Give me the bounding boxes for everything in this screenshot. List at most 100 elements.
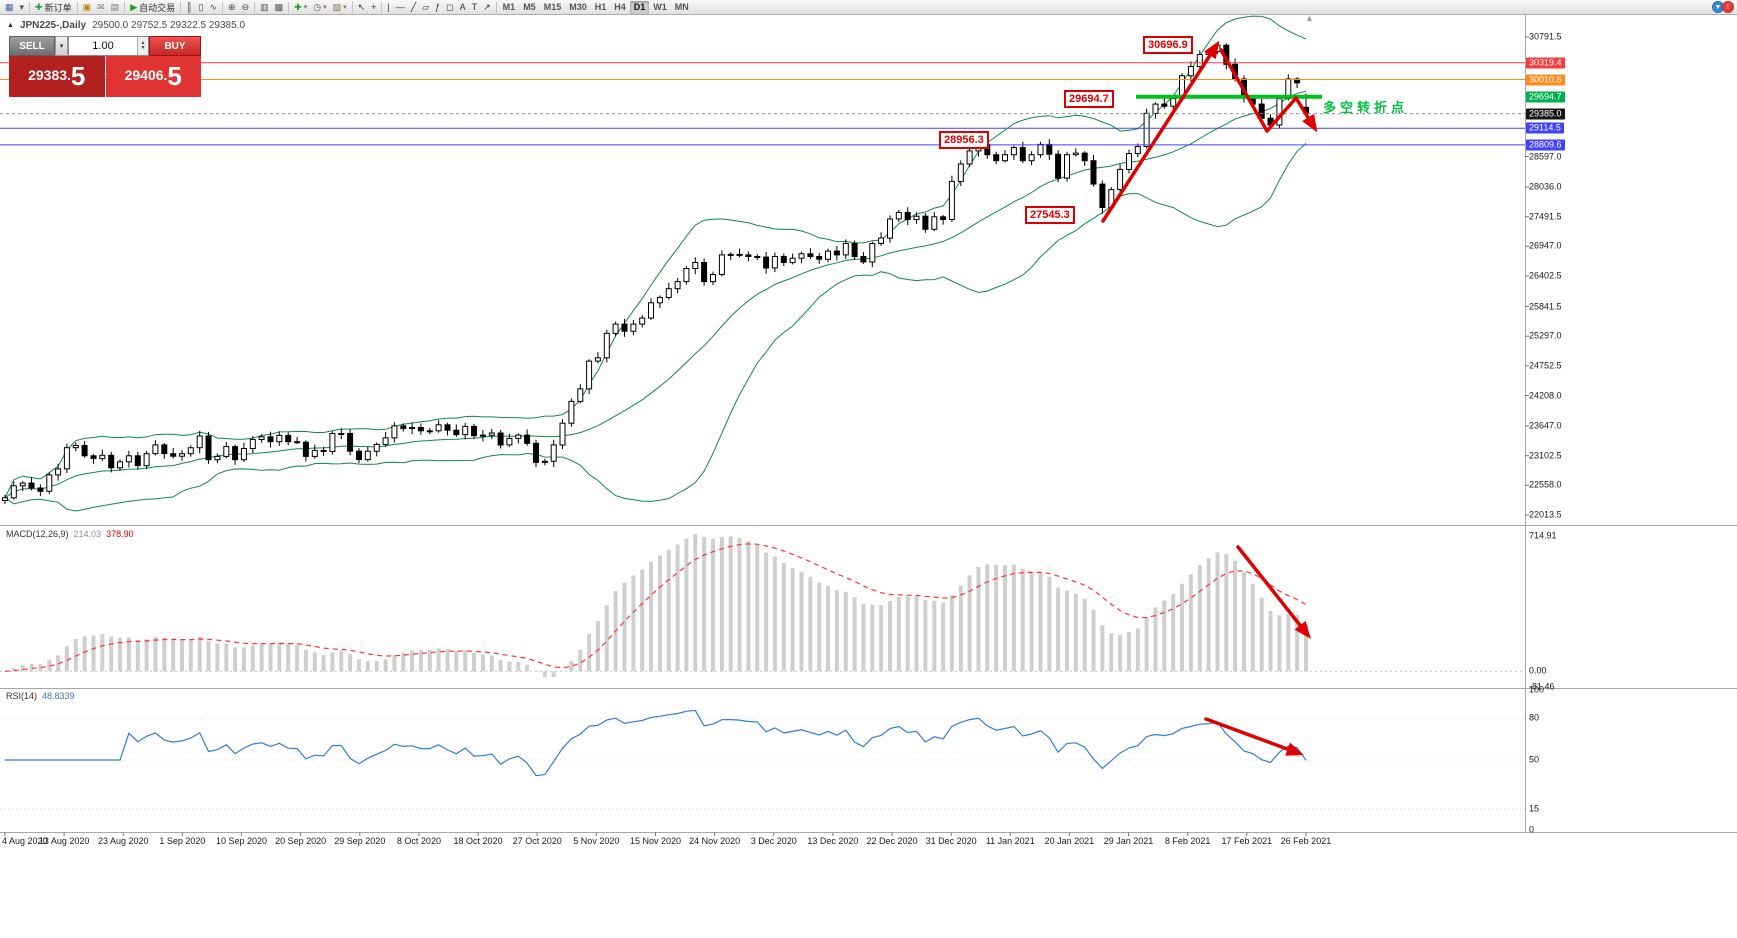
indicators-button-icon: ✚ <box>294 1 302 12</box>
toolbar-separator <box>288 1 290 13</box>
sell-button[interactable]: SELL <box>9 36 55 56</box>
volume-spinner[interactable]: ▴ ▾ <box>137 37 148 55</box>
crosshair-tool[interactable]: + <box>368 1 379 14</box>
timeframe-button-mn[interactable]: MN <box>674 2 689 12</box>
ask-price-point: 5 <box>167 61 182 92</box>
text-tool[interactable]: A <box>457 1 469 14</box>
timeframe-button-h1[interactable]: H1 <box>594 2 607 12</box>
trade-panel-collapse-icon[interactable]: ▲ <box>7 22 14 29</box>
navigator-icon[interactable]: ▤ <box>108 1 123 14</box>
macd-axis-label: 714.91 <box>1529 530 1557 541</box>
chart-annotation-30696.9[interactable]: 30696.9 <box>1143 36 1193 54</box>
macd-axis-label: -81.46 <box>1529 681 1555 692</box>
bid-price-main: 29383. <box>28 67 71 83</box>
cursor-tool[interactable]: ↖ <box>355 1 369 14</box>
time-axis-label: 15 Nov 2020 <box>629 836 681 846</box>
vertical-line-tool-icon: | <box>387 1 390 12</box>
one-click-trading-panel: SELL ▾ 1.00 ▴ ▾ BUY 29383. 5 29406. 5 <box>9 36 201 97</box>
toolbar-separator <box>29 1 31 13</box>
new-order-button[interactable]: ✚ 新订单 <box>32 1 75 14</box>
market-watch-icon[interactable]: ▣ <box>80 1 95 14</box>
bid-price-button[interactable]: 29383. 5 <box>9 56 105 97</box>
timeframe-button-m5[interactable]: M5 <box>523 2 536 12</box>
macd-signal-line <box>4 543 1307 672</box>
cascade-windows-icon-icon: ▩ <box>274 1 284 12</box>
notification-icon[interactable]: ! <box>1722 1 1734 13</box>
autotrading-button[interactable]: ▶ 自动交易 <box>127 1 178 14</box>
chart-annotation-29694.7[interactable]: 29694.7 <box>1064 90 1114 108</box>
toolbar-separator <box>495 1 497 13</box>
data-window-icon-icon: ✉ <box>97 1 105 12</box>
time-axis-label: 26 Feb 2021 <box>1280 836 1332 846</box>
shapes-tool[interactable]: ◻ <box>443 1 456 14</box>
periods-button-dropdown-icon: ▾ <box>323 4 327 11</box>
price-axis-label: 25841.5 <box>1529 301 1562 312</box>
cascade-windows-icon[interactable]: ▩ <box>272 1 287 14</box>
label-tool[interactable]: T <box>469 1 481 14</box>
turning-point-label[interactable]: 多空转折点 <box>1323 100 1409 115</box>
tile-windows-icon[interactable]: ▥ <box>257 1 272 14</box>
timeframe-button-w1[interactable]: W1 <box>653 2 667 12</box>
timeframe-button-h4[interactable]: H4 <box>614 2 626 12</box>
zoom-in-button[interactable]: ⊕ <box>225 1 239 14</box>
pullback-zigzag-arrow[interactable] <box>1219 48 1318 133</box>
spinner-up-icon[interactable]: ▴ <box>141 40 145 46</box>
chart-window-icon[interactable]: ▦ <box>2 1 17 14</box>
data-window-icon[interactable]: ✉ <box>94 1 108 14</box>
volume-input[interactable]: 1.00 ▴ ▾ <box>68 36 149 56</box>
chart-window-icon-icon: ▦ <box>5 1 14 12</box>
rsi-down-arrow[interactable] <box>1204 717 1304 756</box>
navigator-icon-icon: ▤ <box>110 1 120 12</box>
fibonacci-tool-icon: ƒ <box>435 1 441 12</box>
arrows-tool[interactable]: ↗ <box>480 1 494 14</box>
fibonacci-tool[interactable]: ƒ <box>432 1 443 14</box>
indicators-button[interactable]: ✚ ▾ <box>291 1 310 14</box>
ask-price-button[interactable]: 29406. 5 <box>105 56 201 97</box>
time-axis-label: 24 Nov 2020 <box>689 836 741 846</box>
macd-down-arrow[interactable] <box>1236 545 1311 639</box>
timeframe-button-d1[interactable]: D1 <box>629 0 650 14</box>
timeframe-button-m30[interactable]: M30 <box>569 2 587 12</box>
macd-main-value: 214.03 <box>73 529 102 539</box>
candlestick-chart-icon-icon: ▯ <box>198 1 204 12</box>
price-axis-label: 26402.5 <box>1529 270 1562 281</box>
order-type-dropdown[interactable]: ▾ <box>55 36 68 56</box>
rsi-axis-label: 15 <box>1529 803 1540 814</box>
price-axis-label: 24752.5 <box>1529 360 1562 371</box>
shapes-tool-icon: ◻ <box>446 1 454 12</box>
timeframe-button-m1[interactable]: M1 <box>502 2 516 12</box>
chart-annotation-28956.3[interactable]: 28956.3 <box>939 131 989 149</box>
trendline-tool[interactable]: ╱ <box>408 1 419 14</box>
time-axis-label: 31 Dec 2020 <box>925 836 977 846</box>
timeframe-button-m15[interactable]: M15 <box>543 2 562 12</box>
time-axis-label: 4 Aug 2020 <box>2 836 48 846</box>
channel-tool[interactable]: ▱ <box>419 1 432 14</box>
main-toolbar: ▦ ▾ ✚ 新订单 ▣ ✉ ▤ ▶ 自动交易 ║ ▯ ∿ ⊕ ⊖ ▥ ▩ ✚ ▾ ◷ ▾ ▧ ▾ ↖ + | ― ╱ ▱ ƒ ◻ A T ↗ M1… <box>0 0 1737 15</box>
time-axis-label: 3 Dec 2020 <box>750 836 797 846</box>
price-axis-label: 30791.5 <box>1529 31 1562 42</box>
chart-window-dropdown[interactable]: ▾ <box>17 1 28 14</box>
rally-up-arrow[interactable] <box>1101 40 1220 223</box>
chart-annotation-27545.3[interactable]: 27545.3 <box>1025 206 1075 224</box>
zoom-out-button[interactable]: ⊖ <box>239 1 253 14</box>
rsi-label: RSI(14) 48.8339 <box>6 691 75 701</box>
candlestick-chart-icon[interactable]: ▯ <box>196 1 207 14</box>
line-chart-icon[interactable]: ∿ <box>206 1 220 14</box>
vertical-line-tool[interactable]: | <box>384 1 392 14</box>
periods-button[interactable]: ◷ ▾ <box>310 1 329 14</box>
chart-title: ▲ JPN225-,Daily 29500.0 29752.5 29322.5 … <box>7 20 245 31</box>
arrows-tool-icon: ↗ <box>483 1 491 12</box>
time-axis-label: 13 Aug 2020 <box>38 836 90 846</box>
buy-button[interactable]: BUY <box>149 36 201 56</box>
price-label-30319.4: 30319.4 <box>1526 57 1565 69</box>
horizontal-line-tool[interactable]: ― <box>393 1 408 14</box>
price-axis-label: 23647.0 <box>1529 420 1562 431</box>
time-axis-label: 27 Oct 2020 <box>512 836 562 846</box>
bar-chart-icon[interactable]: ║ <box>183 1 195 14</box>
templates-button[interactable]: ▧ ▾ <box>330 1 350 14</box>
spinner-down-icon[interactable]: ▾ <box>141 45 145 51</box>
autoscroll-marker-icon[interactable]: ▴ <box>1307 13 1313 24</box>
toolbar-separator <box>180 1 182 13</box>
bollinger-lower-band <box>4 143 1307 512</box>
